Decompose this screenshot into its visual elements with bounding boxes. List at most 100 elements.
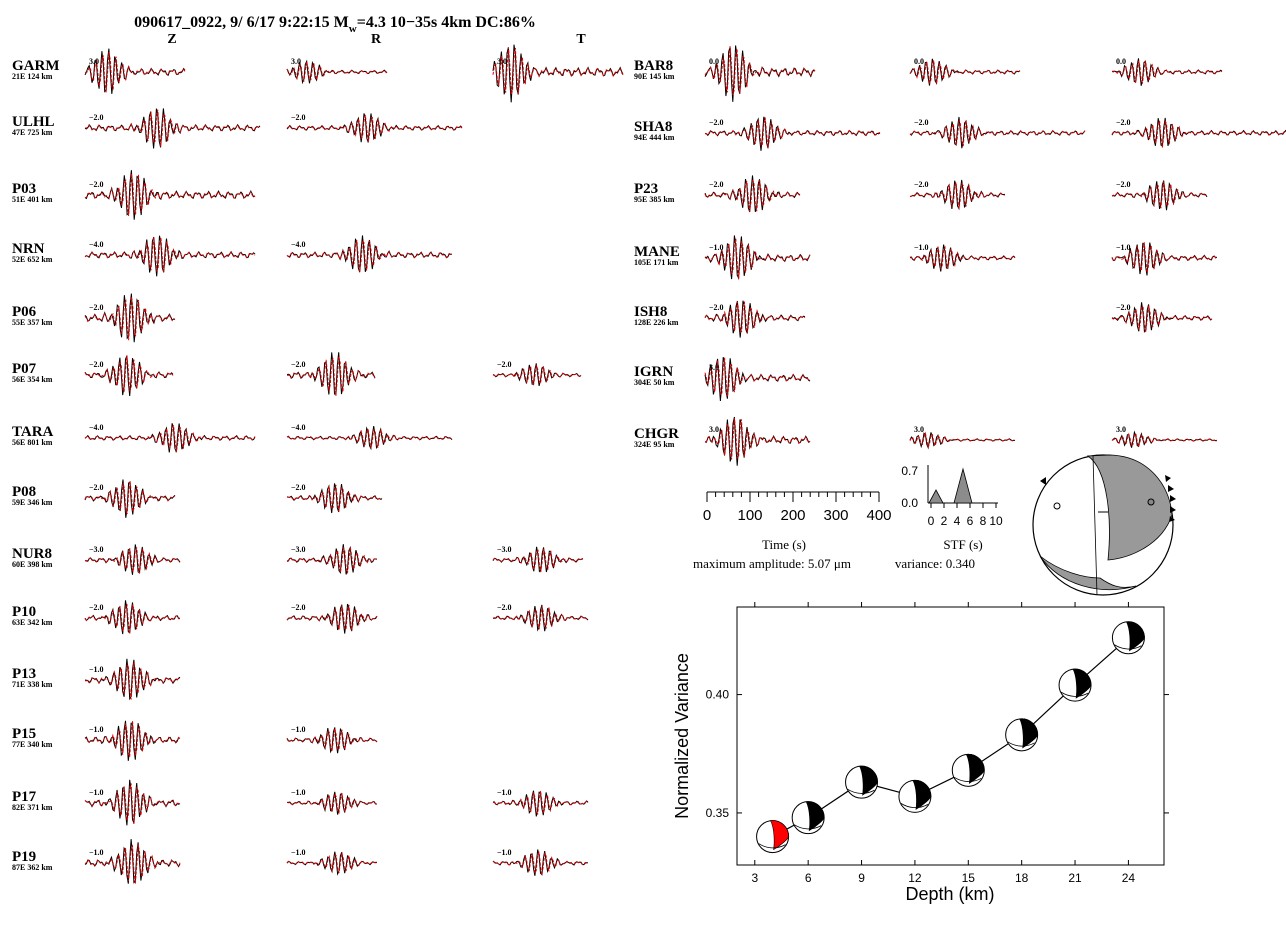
- stf-tick-label: 10: [989, 514, 1003, 528]
- synthetic-waveform: [84, 296, 176, 341]
- synthetic-waveform: [704, 117, 881, 148]
- stf-shape: [928, 467, 973, 504]
- synthetic-waveform: [909, 431, 1015, 449]
- observed-waveform: [84, 235, 256, 277]
- depth-beachball: [791, 801, 825, 835]
- depth-beachball-quadrant: [965, 753, 985, 784]
- chart-y-tick-label: 0.40: [706, 688, 730, 702]
- time-shift-label: 3.0: [709, 425, 719, 434]
- chart-y-label: Normalized Variance: [672, 653, 692, 819]
- chart-x-tick-label: 24: [1122, 871, 1136, 885]
- station-name: P07: [12, 361, 37, 377]
- station-distance: 94E 444 km: [634, 133, 675, 142]
- time-shift-label: −2.0: [89, 303, 104, 312]
- depth-beachball-arc: [1007, 741, 1035, 747]
- synthetic-waveform: [84, 783, 181, 824]
- polarity-marker: [1170, 495, 1176, 502]
- time-shift-label: 3.0: [709, 363, 719, 372]
- time-axis-tick-label: 100: [737, 507, 762, 524]
- depth-beachball-arc: [954, 776, 982, 782]
- observed-waveform: [492, 44, 624, 103]
- station-name: MANE: [634, 244, 680, 260]
- station-name: CHGR: [634, 426, 679, 442]
- synthetic-waveform: [286, 604, 378, 631]
- synthetic-waveform: [84, 109, 261, 147]
- synthetic-waveform: [1111, 242, 1218, 273]
- depth-beachball-quadrant: [770, 820, 789, 851]
- observed-waveform: [704, 416, 811, 466]
- station-distance: 90E 145 km: [634, 72, 675, 81]
- station-name: NRN: [12, 241, 45, 257]
- chart-x-tick-label: 21: [1068, 871, 1082, 885]
- station-distance: 105E 171 km: [634, 258, 679, 267]
- station-name: P13: [12, 666, 36, 682]
- chart-x-label: Depth (km): [905, 884, 994, 904]
- station-distance: 95E 385 km: [634, 195, 675, 204]
- polarity-marker: [1040, 477, 1046, 485]
- station-name: P10: [12, 604, 36, 620]
- synthetic-waveform: [84, 51, 186, 93]
- depth-beachball: [951, 753, 985, 787]
- beachball-compressional-quadrant: [1086, 454, 1173, 561]
- synthetic-waveform: [84, 844, 181, 885]
- time-shift-label: −2.0: [291, 113, 306, 122]
- synthetic-waveform: [84, 424, 256, 453]
- depth-beachball: [1005, 718, 1039, 752]
- time-shift-label: −2.0: [89, 113, 104, 122]
- chart-x-tick-label: 9: [858, 871, 865, 885]
- time-shift-label: −1.0: [497, 788, 512, 797]
- synthetic-waveform: [1111, 120, 1286, 148]
- station-name: IGRN: [634, 364, 673, 380]
- stf-tick-label: 2: [941, 514, 948, 528]
- station-distance: 51E 401 km: [12, 195, 53, 204]
- synthetic-waveform: [492, 47, 624, 95]
- time-shift-label: −4.0: [89, 423, 104, 432]
- station-distance: 128E 226 km: [634, 318, 679, 327]
- station-distance: 324E 95 km: [634, 440, 675, 449]
- depth-beachball: [756, 820, 790, 854]
- station-distance: 77E 340 km: [12, 740, 53, 749]
- station-distance: 52E 652 km: [12, 255, 53, 264]
- observed-waveform: [1111, 58, 1223, 86]
- time-shift-label: −3.0: [89, 545, 104, 554]
- depth-beachball-arc: [1114, 644, 1142, 650]
- chart-x-tick-label: 3: [751, 871, 758, 885]
- time-shift-label: −2.0: [89, 603, 104, 612]
- time-axis-label: Time (s): [762, 537, 806, 552]
- time-shift-label: 3.0: [1116, 425, 1126, 434]
- synthetic-waveform: [286, 728, 378, 752]
- component-label-t: T: [576, 32, 586, 47]
- depth-beachball-quadrant: [912, 779, 932, 810]
- time-shift-label: −4.0: [291, 240, 306, 249]
- chart-ticks: 3 6 9 12 15 18 21 24 0.35 0.40: [706, 602, 1169, 885]
- chart-x-tick-label: 15: [962, 871, 976, 885]
- time-shift-label: −1.0: [291, 788, 306, 797]
- station-distance: 82E 371 km: [12, 803, 53, 812]
- time-axis-tick-label: 400: [866, 507, 891, 524]
- synthetic-waveform: [84, 547, 181, 574]
- time-shift-label: −1.0: [89, 848, 104, 857]
- time-shift-label: −3.0: [497, 545, 512, 554]
- station-name: P17: [12, 789, 37, 805]
- station-name: SHA8: [634, 119, 672, 135]
- time-shift-label: −2.0: [914, 118, 929, 127]
- synthetic-waveform: [909, 60, 1021, 85]
- synthetic-waveform: [909, 245, 1016, 270]
- time-shift-label: −1.0: [709, 243, 724, 252]
- time-shift-label: 0.0: [709, 57, 719, 66]
- synthetic-waveform: [492, 790, 589, 816]
- station-distance: 21E 124 km: [12, 72, 53, 81]
- synthetic-waveform: [84, 720, 181, 758]
- station-distance: 56E 801 km: [12, 438, 53, 447]
- synthetic-waveform: [492, 851, 588, 876]
